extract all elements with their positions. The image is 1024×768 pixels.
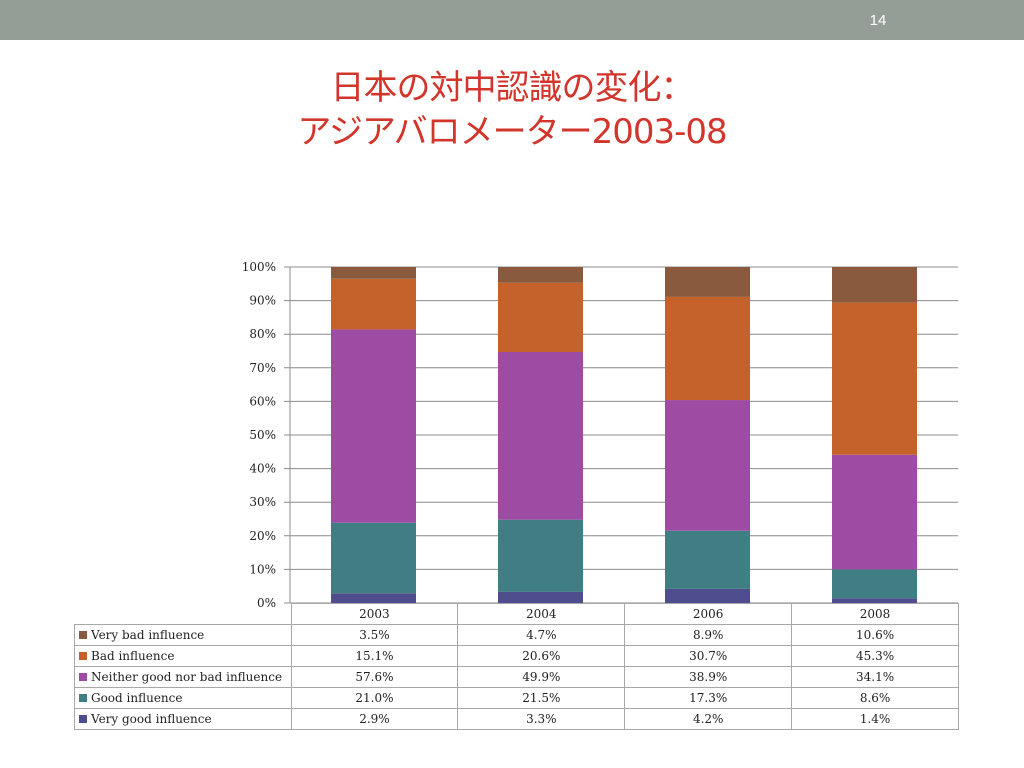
data-label: 17.3% (624, 687, 793, 709)
bar-segment (498, 282, 583, 353)
bar-segment (832, 569, 917, 599)
data-label: 45.3% (791, 645, 959, 667)
table-row: Bad influence 15.1% 20.6% 30.7% 45.3% (74, 645, 959, 667)
data-label: 8.6% (791, 687, 959, 709)
data-label: 21.0% (290, 687, 459, 709)
bar-segment (331, 329, 416, 523)
data-label: 10.6% (791, 624, 959, 646)
y-tick-label: 20% (249, 529, 276, 543)
top-bar (0, 0, 1024, 40)
legend-entry: Very bad influence (74, 624, 292, 646)
x-tick-label: 2003 (290, 603, 459, 625)
bar-segment (832, 302, 917, 455)
bars (331, 267, 917, 603)
legend-swatch (79, 631, 87, 639)
data-label: 4.7% (457, 624, 626, 646)
series-name: Very good influence (91, 712, 212, 726)
bar-segment (498, 352, 583, 520)
series-name: Good influence (91, 691, 183, 705)
bar-segment (331, 522, 416, 594)
table-row: Very good influence 2.9% 3.3% 4.2% 1.4% (74, 708, 959, 730)
data-label: 3.5% (290, 624, 459, 646)
bar-segment (665, 400, 750, 531)
legend-entry: Bad influence (74, 645, 292, 667)
legend-entry: Good influence (74, 687, 292, 709)
data-label: 2.9% (290, 708, 459, 730)
bar-segment (331, 593, 416, 603)
y-tick-label: 40% (249, 462, 276, 476)
bar-segment (665, 267, 750, 297)
data-label: 57.6% (290, 666, 459, 688)
y-tick-label: 60% (249, 394, 276, 408)
legend-swatch (79, 673, 87, 681)
data-label: 3.3% (457, 708, 626, 730)
data-label: 4.2% (624, 708, 793, 730)
x-tick-label: 2004 (457, 603, 626, 625)
bar-segment (665, 296, 750, 401)
bar-segment (498, 591, 583, 603)
legend-entry: Neither good nor bad influence (74, 666, 292, 688)
data-label: 15.1% (290, 645, 459, 667)
legend-swatch (79, 652, 87, 660)
data-label: 1.4% (791, 708, 959, 730)
table-row: Very bad influence 3.5% 4.7% 8.9% 10.6% (74, 624, 959, 646)
bar-segment (665, 588, 750, 603)
bar-segment (498, 267, 583, 283)
bar-segment (498, 519, 583, 592)
y-tick-label: 10% (249, 562, 276, 576)
data-label: 34.1% (791, 666, 959, 688)
legend-swatch (79, 715, 87, 723)
y-axis-ticks: 0%10%20%30%40%50%60%70%80%90%100% (242, 260, 276, 610)
data-label: 30.7% (624, 645, 793, 667)
bar-segment (832, 598, 917, 603)
page-number: 14 (869, 12, 887, 29)
data-label: 8.9% (624, 624, 793, 646)
table-header-row: 2003 2004 2006 2008 (74, 603, 959, 625)
bar-segment (331, 267, 416, 279)
y-tick-label: 50% (249, 428, 276, 442)
y-tick-label: 90% (249, 294, 276, 308)
bar-segment (331, 278, 416, 330)
legend-swatch (79, 694, 87, 702)
data-label: 49.9% (457, 666, 626, 688)
table-row: Good influence 21.0% 21.5% 17.3% 8.6% (74, 687, 959, 709)
data-label: 20.6% (457, 645, 626, 667)
y-tick-label: 80% (249, 327, 276, 341)
bar-segment (832, 454, 917, 570)
data-table: 2003 2004 2006 2008 Very bad influence 3.5% 4.… (74, 603, 959, 730)
table-row: Neither good nor bad influence 57.6% 49.9%… (74, 666, 959, 688)
data-label: 38.9% (624, 666, 793, 688)
legend-entry: Very good influence (74, 708, 292, 730)
x-tick-label: 2008 (791, 603, 959, 625)
bar-segment (665, 530, 750, 589)
slide-title: 日本の対中認識の変化： アジアバロメーター2003-08 (0, 66, 1024, 154)
slide-title-line1: 日本の対中認識の変化： (330, 68, 695, 108)
y-tick-label: 70% (249, 361, 276, 375)
series-name: Neither good nor bad influence (91, 670, 283, 684)
table-corner (74, 603, 292, 625)
y-tick-label: 30% (249, 495, 276, 509)
y-tick-label: 100% (242, 260, 276, 274)
bar-segment (832, 267, 917, 303)
series-name: Bad influence (91, 649, 175, 663)
data-label: 21.5% (457, 687, 626, 709)
x-tick-label: 2006 (624, 603, 793, 625)
slide-title-line2: アジアバロメーター2003-08 (297, 112, 727, 152)
series-name: Very bad influence (91, 628, 205, 642)
